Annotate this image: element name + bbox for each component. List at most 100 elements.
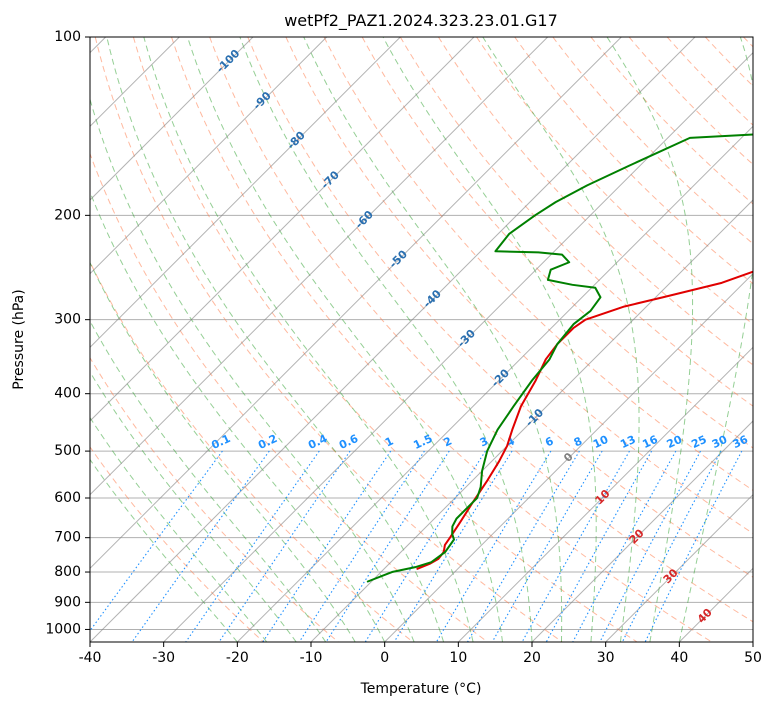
moist-adiabat-line [187,37,504,642]
isotherm-line [90,37,696,642]
mixing-ratio-line [262,450,392,642]
moist-adiabat-line [382,37,597,642]
y-tick-label: 200 [54,207,81,223]
mixing-ratio-line [491,450,603,642]
mixing-ratio-label: 25 [689,433,708,451]
mixing-ratio-line [185,450,320,642]
mixing-ratio-line [90,450,223,632]
moist-adiabat-line [90,261,356,642]
isotherm-line [310,199,753,642]
moist-adiabat-line [303,37,563,642]
x-tick-label: 30 [597,650,615,666]
mixing-ratio-label: 16 [640,433,660,451]
mixing-ratio-line [218,450,351,642]
moist-adiabat-line [678,37,753,642]
y-tick-label: 900 [54,594,81,610]
y-tick-label: 1000 [45,621,81,637]
dry-adiabat-line [438,37,753,366]
series-line-1 [416,270,753,570]
dry-adiabat-line [90,260,414,642]
x-tick-label: 10 [449,650,467,666]
y-tick-label: 600 [54,490,81,506]
x-tick-label: -20 [226,650,249,666]
moist-adiabats [90,37,753,642]
mixing-ratio-line [393,450,513,642]
dry-adiabat-line [209,37,753,623]
moist-adiabat-line [90,320,327,642]
y-tick-label: 800 [54,564,81,580]
y-tick-label: 700 [54,530,81,546]
isotherm-line [163,51,753,642]
dry-adiabat-line [247,37,753,578]
y-axis-label: Pressure (hPa) [11,289,27,389]
plot-area: -100-90-80-70-60-50-40-30-20-10010203040… [90,37,753,642]
x-tick-label: -30 [152,650,175,666]
isotherm-line [236,125,753,642]
isotherm-line [457,346,753,642]
moist-adiabat-line [90,416,268,642]
plot-frame [89,36,754,643]
dry-adiabat-line [94,37,563,642]
y-tick-label: 100 [54,29,81,45]
mixing-ratio-line [545,450,653,642]
mixing-ratio-lines [90,450,743,642]
isotherms [90,37,753,642]
isotherm-line [90,37,475,422]
isobar-gridlines [90,37,753,630]
x-tick-label: 40 [670,650,688,666]
mixing-ratio-line [644,450,743,642]
mixing-ratio-label: 30 [710,433,730,451]
y-tick-label: 300 [54,312,81,328]
isotherm-line [90,37,622,570]
isotherm-line [531,420,753,642]
x-tick-label: 0 [380,650,389,666]
mixing-ratio-line [521,450,630,642]
dry-adiabat-line [132,37,638,642]
mixing-ratio-label: 13 [618,433,637,451]
y-axis: 100 200 300 400 500 600 700 800 900 1000 [45,29,90,637]
x-axis: -40 -30 -20 -10 0 10 20 30 40 50 [79,642,762,666]
x-tick-label: -40 [79,650,102,666]
dry-adiabat-line [171,37,713,642]
moist-adiabat-line [90,371,297,642]
x-tick-label: 50 [744,650,762,666]
moist-adiabat-line [90,458,238,642]
dry-adiabat-line [90,446,264,642]
dry-adiabat-line [552,37,753,245]
moist-adiabat-line [106,37,445,642]
moist-adiabat-line [239,37,533,642]
mixing-ratio-label: 10 [591,433,611,451]
y-tick-label: 400 [54,386,81,402]
mixing-ratio-line [298,450,425,642]
isotherm-line [90,37,254,201]
isotherm-line [384,272,753,642]
isotherm-line [90,37,401,349]
isotherm-line [605,493,753,642]
mixing-ratio-line [572,450,677,642]
mixing-ratio-line [621,450,722,642]
mixing-ratio-line [131,450,270,642]
isotherm-line [90,37,549,496]
dry-adiabat-line [285,37,753,535]
mixing-ratio-label: 36 [731,433,751,451]
dry-adiabat-line [323,37,753,491]
y-tick-label: 500 [54,443,81,459]
moist-adiabat-line [143,37,474,642]
mixing-ratio-line [599,450,702,642]
moist-adiabat-line [482,37,640,642]
dry-adiabat-line [399,37,753,407]
x-axis-label: Temperature (°C) [360,681,482,697]
chart-title: wetPf2_PAZ1.2024.323.23.01.G17 [284,11,558,31]
x-tick-label: 20 [523,650,541,666]
dry-adiabat-line [590,37,753,205]
x-tick-label: -10 [300,650,323,666]
dry-adiabat-line [90,356,339,642]
moist-adiabat-line [606,37,694,642]
series-line-2 [366,133,753,583]
data-series [366,133,753,583]
mixing-ratio-label: 20 [665,433,685,451]
moist-adiabat-line [90,190,386,642]
isotherm-line [90,37,328,275]
